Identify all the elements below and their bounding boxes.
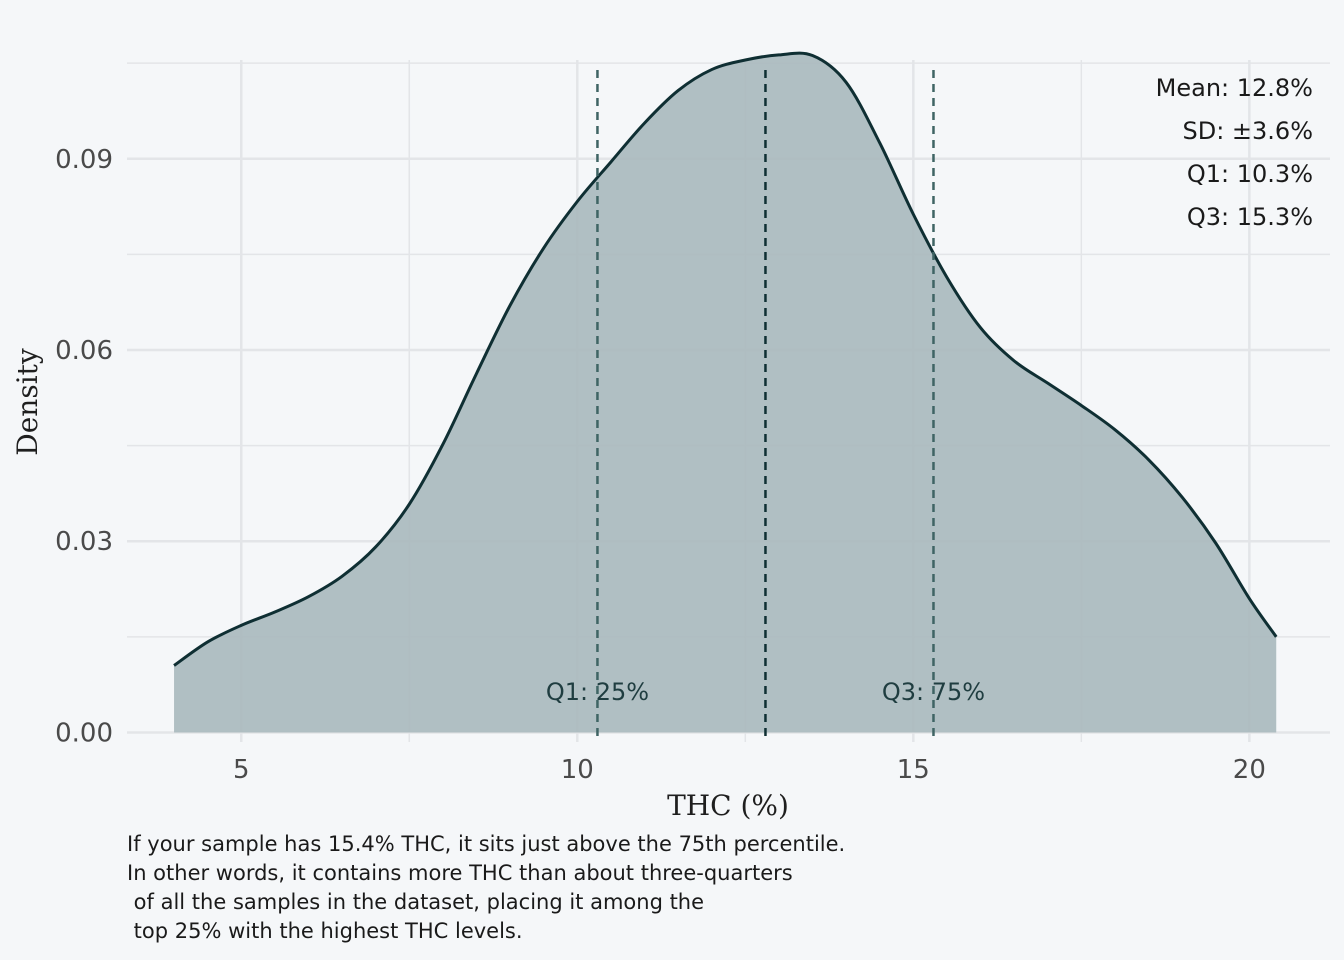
stat-line: Mean: 12.8% <box>1156 74 1313 102</box>
x-tick-label: 5 <box>233 755 250 785</box>
y-tick-label: 0.00 <box>55 718 113 748</box>
y-tick-label: 0.09 <box>55 145 113 175</box>
x-axis-ticks: 5 10 15 20 <box>233 755 1266 785</box>
vline-label-0: Q1: 25% <box>546 678 649 706</box>
vline-label-2: Q3: 75% <box>882 678 985 706</box>
x-tick-label: 20 <box>1233 755 1266 785</box>
y-tick-label: 0.03 <box>55 527 113 557</box>
quartile-lines: Q1: 25% Q3: 75% <box>546 70 985 742</box>
y-axis-title: Density <box>11 348 44 456</box>
density-line <box>173 51 1278 667</box>
density-chart: Q1: 25% Q3: 75% 5 10 15 20 0.000.030.060.09 … <box>11 51 1330 820</box>
caption-text: If your sample has 15.4% THC, it sits ju… <box>127 832 846 943</box>
x-axis-title: THC (%) <box>667 789 789 820</box>
x-tick-label: 10 <box>561 755 594 785</box>
stat-line: Q3: 15.3% <box>1187 203 1313 231</box>
y-tick-label: 0.06 <box>55 336 113 366</box>
density-area <box>174 53 1277 733</box>
stat-line: Q1: 10.3% <box>1187 160 1313 188</box>
y-axis-ticks: 0.00 0.03 0.06 0.09 <box>55 145 113 749</box>
x-tick-label: 15 <box>897 755 930 785</box>
stats-annotation: Mean: 12.8% SD: ±3.6% Q1: 10.3% Q3: 15.3% <box>1156 74 1313 231</box>
stat-line: SD: ±3.6% <box>1182 117 1313 145</box>
